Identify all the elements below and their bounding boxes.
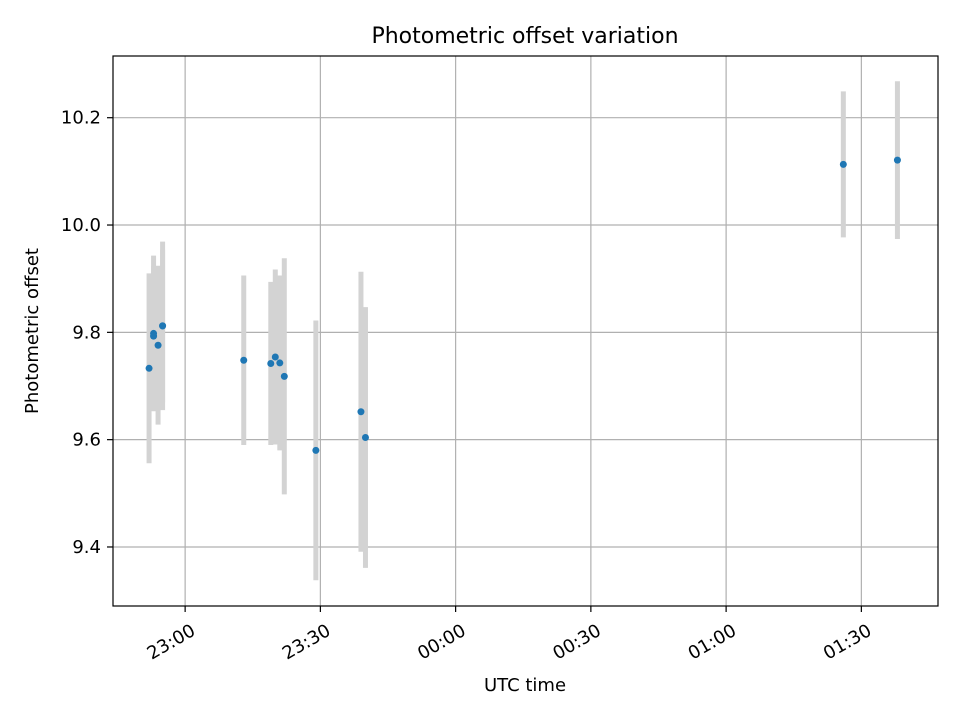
- plot-frame: [112, 55, 939, 607]
- grid: [113, 56, 938, 606]
- data-point: [276, 359, 284, 367]
- data-point: [267, 359, 275, 367]
- y-tick-label: 9.8: [72, 322, 101, 343]
- y-tick-label: 10.0: [61, 215, 101, 236]
- y-axis: 9.4 9.6 9.8 10.0 10.2: [61, 108, 113, 558]
- data-point: [159, 322, 167, 330]
- data-point: [280, 372, 288, 380]
- data-points: [145, 156, 901, 454]
- data-point: [271, 353, 279, 361]
- data-point: [893, 156, 901, 164]
- data-point: [839, 160, 847, 168]
- data-point: [150, 332, 158, 340]
- y-tick-label: 9.6: [72, 430, 101, 451]
- data-point: [154, 341, 162, 349]
- data-point: [361, 434, 369, 442]
- data-point: [357, 408, 365, 416]
- data-point: [312, 446, 320, 454]
- chart-title: Photometric offset variation: [371, 24, 678, 49]
- x-axis-title: UTC time: [484, 675, 566, 696]
- y-axis-title: Photometric offset: [22, 248, 43, 414]
- y-tick-label: 10.2: [61, 108, 101, 129]
- y-tick-label: 9.4: [72, 537, 101, 558]
- data-point: [145, 364, 153, 372]
- data-point: [240, 356, 248, 364]
